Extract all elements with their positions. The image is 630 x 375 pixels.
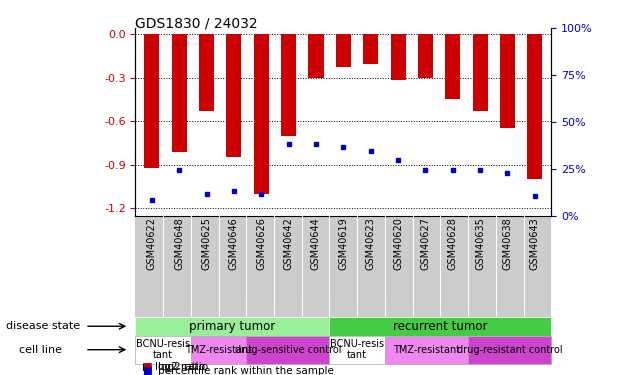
Bar [309, 34, 324, 78]
Text: drug-sensitive control: drug-sensitive control [234, 345, 341, 355]
Bar [445, 34, 461, 99]
Text: TMZ-resistant: TMZ-resistant [393, 345, 460, 355]
Bar [363, 34, 378, 64]
Bar [226, 34, 241, 158]
Text: BCNU-resis
tant: BCNU-resis tant [330, 339, 384, 360]
Text: TMZ-resistant: TMZ-resistant [185, 345, 252, 355]
Text: GDS1830 / 24032: GDS1830 / 24032 [135, 17, 258, 31]
Text: ■ log2 ratio: ■ log2 ratio [142, 362, 205, 372]
Text: ■: ■ [142, 366, 151, 375]
Bar [254, 34, 269, 194]
Bar [199, 34, 214, 111]
Text: log2 ratio: log2 ratio [158, 362, 208, 372]
Bar [527, 34, 542, 179]
Bar [281, 34, 296, 136]
Bar [418, 34, 433, 78]
Bar [500, 34, 515, 128]
Text: recurrent tumor: recurrent tumor [393, 320, 488, 333]
Bar [336, 34, 351, 68]
Bar [391, 34, 406, 81]
Bar [172, 34, 186, 152]
Text: ■: ■ [142, 362, 151, 372]
Text: drug-resistant control: drug-resistant control [457, 345, 563, 355]
Bar [472, 34, 488, 111]
Text: percentile rank within the sample: percentile rank within the sample [158, 366, 333, 375]
Bar [144, 34, 159, 168]
Text: BCNU-resis
tant: BCNU-resis tant [136, 339, 190, 360]
Text: primary tumor: primary tumor [190, 320, 275, 333]
Text: disease state: disease state [6, 321, 81, 331]
Text: cell line: cell line [19, 345, 62, 355]
